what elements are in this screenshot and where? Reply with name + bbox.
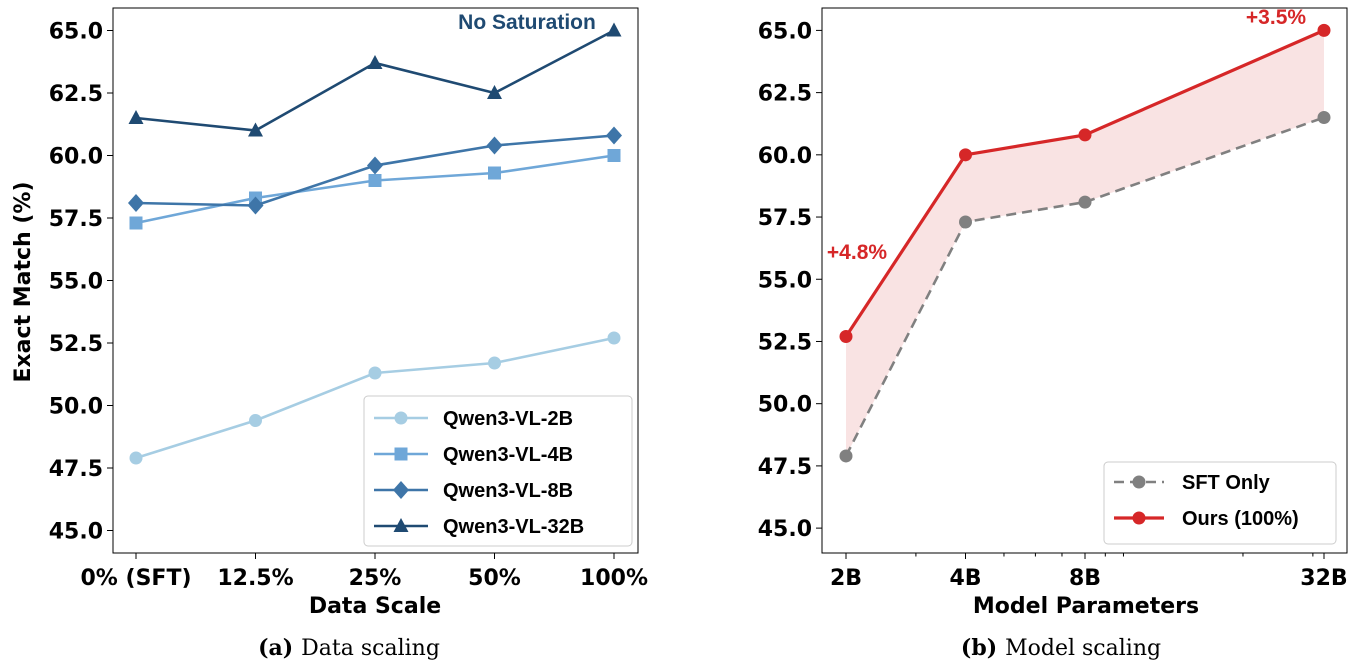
- y-axis-label: Exact Match (%): [11, 181, 36, 382]
- series-qwen3-vl-8b: [128, 126, 622, 215]
- y-tick-label: 60.0: [758, 144, 812, 169]
- data-point: [247, 196, 264, 215]
- data-point: [959, 148, 972, 162]
- legend-label: Ours (100%): [1182, 508, 1299, 530]
- annotation-no-saturation: No Saturation: [458, 11, 596, 34]
- data-point: [368, 174, 382, 187]
- data-point: [486, 136, 503, 155]
- y-tick-label: 55.0: [758, 268, 812, 293]
- legend-label: Qwen3-VL-8B: [443, 480, 573, 502]
- annotation-gain-32b: +3.5%: [1246, 6, 1306, 29]
- data-point: [1317, 23, 1331, 37]
- y-tick-label: 52.5: [49, 332, 103, 357]
- y-tick-label: 62.5: [49, 82, 103, 107]
- series-line: [844, 116, 1325, 457]
- data-point: [129, 216, 143, 230]
- data-point: [249, 414, 262, 427]
- series-ours-100-: [839, 23, 1331, 343]
- y-tick-label: 45.0: [49, 520, 103, 545]
- legend: Qwen3-VL-2B Qwen3-VL-4B Qwen3-VL-8B Qwen3-V…: [363, 395, 633, 547]
- legend: SFT Only Ours (100%): [1103, 461, 1337, 545]
- legend-marker: [393, 481, 409, 499]
- data-point: [1317, 110, 1331, 124]
- x-tick-label: 4B: [949, 566, 981, 591]
- legend-label: Qwen3-VL-2B: [443, 408, 573, 430]
- annotation-gain-2b: +4.8%: [827, 241, 887, 264]
- x-tick-label: 100%: [580, 566, 648, 591]
- data-point: [367, 55, 383, 69]
- series-qwen3-vl-2b: [129, 331, 621, 465]
- data-point: [488, 166, 501, 180]
- y-tick-label: 60.0: [49, 145, 103, 170]
- data-point: [128, 194, 144, 212]
- y-tick-label: 45.0: [758, 517, 812, 542]
- x-tick-label: 32B: [1300, 566, 1347, 591]
- series-sft-only: [839, 110, 1331, 463]
- data-point: [607, 149, 621, 162]
- data-point: [1078, 128, 1092, 142]
- data-scaling-chart: 45.0 47.5 50.0 52.5 55.0 57.5 60.0 62.5 65.0 0% …: [11, 7, 648, 619]
- data-point: [959, 215, 972, 229]
- data-point: [488, 356, 501, 370]
- y-tick-label: 47.5: [49, 457, 103, 482]
- y-tick-label: 50.0: [49, 395, 103, 420]
- data-point: [128, 110, 144, 124]
- legend-label: Qwen3-VL-32B: [443, 516, 584, 538]
- legend-label: Qwen3-VL-4B: [443, 444, 573, 466]
- y-tick-label: 52.5: [758, 330, 812, 355]
- series-line: [844, 28, 1325, 338]
- x-tick-label: 50%: [468, 566, 521, 591]
- data-point: [606, 22, 622, 37]
- x-tick-label: 12.5%: [217, 566, 293, 591]
- x-tick-label: 25%: [349, 566, 402, 591]
- legend-marker: [1132, 511, 1146, 525]
- improvement-fill: [846, 30, 1324, 456]
- y-tick-label: 57.5: [49, 207, 103, 232]
- y-tick-label: 47.5: [758, 455, 812, 480]
- model-scaling-chart: 45.0 47.5 50.0 52.5 55.0 57.5 60.0 62.5 65.0 2B 4…: [758, 6, 1348, 619]
- caption-a: (a) Data scaling: [258, 635, 440, 661]
- data-point: [606, 126, 622, 145]
- x-tick-label: 0% (SFT): [81, 566, 192, 591]
- data-point: [839, 329, 853, 343]
- data-point: [129, 451, 143, 465]
- y-tick-label: 57.5: [758, 206, 812, 231]
- data-point: [248, 122, 263, 137]
- data-point: [368, 366, 382, 380]
- x-tick-label: 8B: [1069, 566, 1101, 591]
- data-point: [839, 449, 853, 463]
- legend-box: [363, 395, 633, 547]
- data-point: [607, 331, 621, 345]
- series-qwen3-vl-32b: [128, 22, 622, 137]
- y-tick-label: 50.0: [758, 393, 812, 418]
- x-tick-label: 2B: [830, 566, 862, 591]
- x-axis-label: Data Scale: [309, 594, 441, 619]
- legend-label: SFT Only: [1182, 472, 1271, 494]
- y-tick-label: 62.5: [758, 82, 812, 107]
- legend-marker: [1132, 475, 1146, 489]
- data-point: [487, 85, 502, 99]
- legend-marker: [394, 447, 408, 461]
- x-axis-label: Model Parameters: [973, 594, 1199, 619]
- legend-marker: [394, 411, 408, 425]
- y-tick-label: 55.0: [49, 270, 103, 295]
- caption-b: (b) Model scaling: [961, 635, 1161, 661]
- y-tick-label: 65.0: [49, 20, 103, 45]
- series-line: [135, 29, 615, 132]
- data-point: [1078, 195, 1092, 209]
- legend-marker: [393, 518, 409, 532]
- y-tick-label: 65.0: [758, 19, 812, 44]
- data-point: [367, 156, 383, 175]
